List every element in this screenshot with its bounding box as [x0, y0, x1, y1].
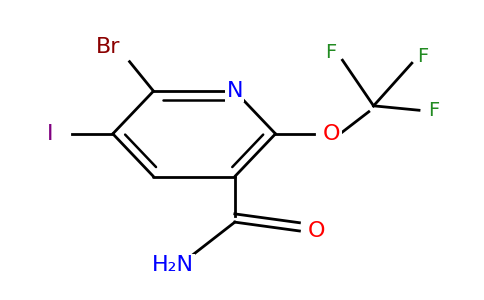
Text: H₂N: H₂N	[151, 255, 194, 275]
Text: F: F	[417, 47, 428, 66]
Text: O: O	[323, 124, 341, 144]
Text: F: F	[325, 43, 336, 62]
Text: I: I	[47, 124, 54, 144]
Text: Br: Br	[96, 37, 121, 57]
Text: O: O	[307, 221, 325, 241]
Text: N: N	[227, 81, 243, 101]
Text: F: F	[428, 101, 439, 120]
